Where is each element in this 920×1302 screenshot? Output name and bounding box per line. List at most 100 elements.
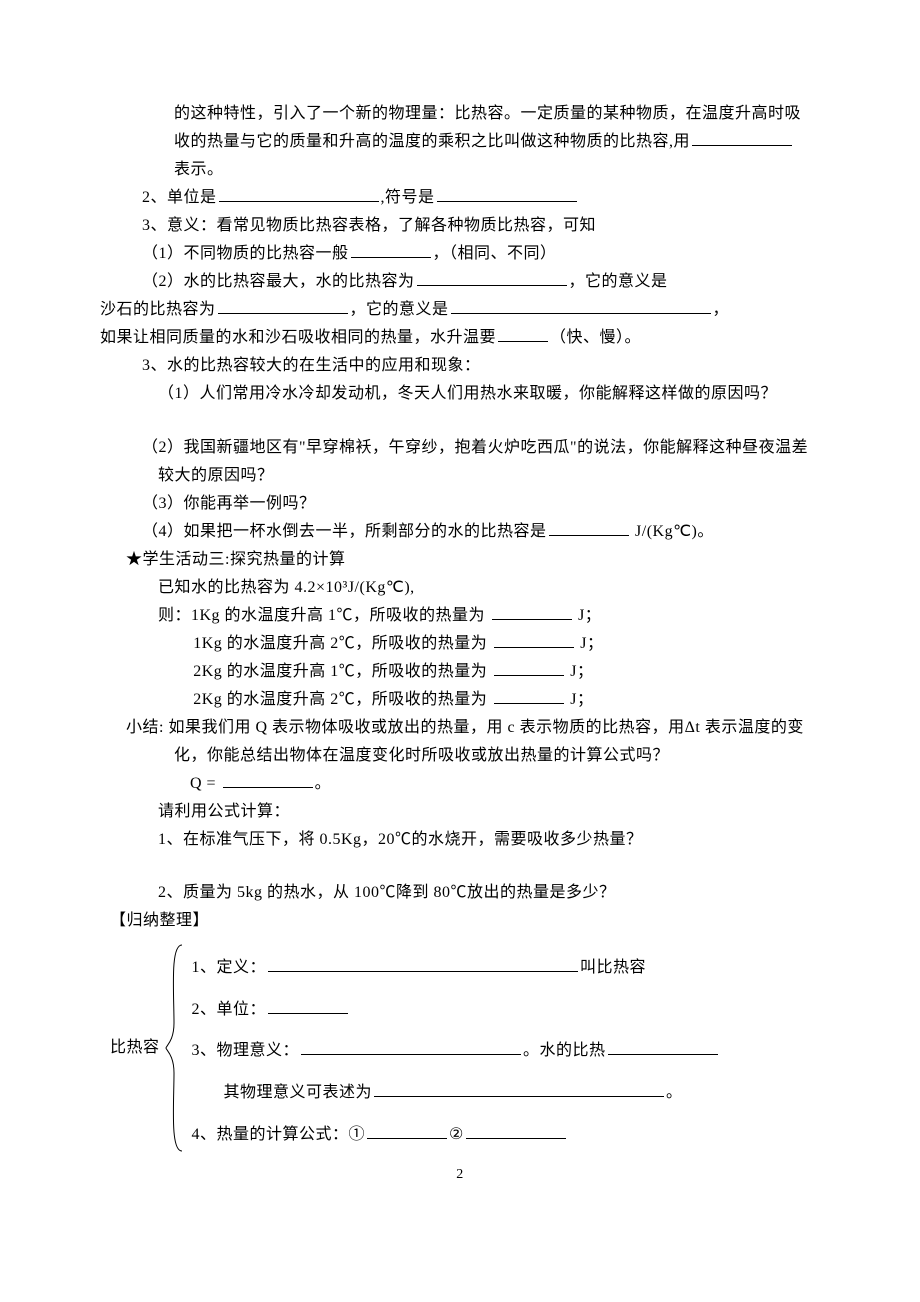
gn-2: 2、单位： <box>192 989 810 1031</box>
text: 沙石的比热容为 <box>100 301 216 318</box>
text: ，它的意义是 <box>569 273 668 290</box>
q2: 1Kg 的水温度升高 2℃，所吸收的热量为 J； <box>110 630 810 658</box>
blank-same-diff[interactable] <box>351 241 431 258</box>
text: 如果让相同质量的水和沙石吸收相同的热量，水升温要 <box>100 329 496 346</box>
calc2: 2、质量为 5kg 的热水，从 100℃降到 80℃放出的热量是多少？ <box>110 879 810 907</box>
blank-water-heat[interactable] <box>608 1038 718 1055</box>
text: J； <box>566 691 594 708</box>
text: 1Kg 的水温度升高 2℃，所吸收的热量为 <box>193 635 492 652</box>
summary-lead: 小结: 如果我们用 Q 表示物体吸收或放出的热量，用 c 表示物质的比热容，用Δ… <box>110 714 810 770</box>
text: 1、在标准气压下，将 0.5Kg，20℃的水烧开，需要吸收多少热量？ <box>158 831 643 848</box>
text: 。 <box>666 1084 683 1101</box>
text: J/(Kg℃)。 <box>631 523 714 540</box>
line-m1: （1）不同物质的比热容一般 ，（相同、不同） <box>110 240 810 268</box>
text: 2 <box>456 1167 464 1182</box>
line-app3: （3）你能再举一例吗？ <box>110 490 810 518</box>
text: 比热容 <box>110 1034 160 1062</box>
text: 2Kg 的水温度升高 2℃，所吸收的热量为 <box>193 691 492 708</box>
para-characteristic: 的这种特性，引入了一个新的物理量：比热容。一定质量的某种物质，在温度升高时吸收的… <box>110 100 810 184</box>
text: （3）你能再举一例吗？ <box>142 495 316 512</box>
blank-def[interactable] <box>268 955 578 972</box>
q4: 2Kg 的水温度升高 2℃，所吸收的热量为 J； <box>110 686 810 714</box>
text: （2）我国新疆地区有"早穿棉袄，午穿纱，抱着火炉吃西瓜"的说法，你能解释这种昼夜… <box>142 439 808 484</box>
text: ， <box>713 301 730 318</box>
text: （快、慢）。 <box>550 329 641 346</box>
blank-q3[interactable] <box>494 659 564 676</box>
calc1: 1、在标准气压下，将 0.5Kg，20℃的水烧开，需要吸收多少热量？ <box>110 826 810 854</box>
line-app2: （2）我国新疆地区有"早穿棉袄，午穿纱，抱着火炉吃西瓜"的说法，你能解释这种昼夜… <box>110 434 810 490</box>
summary-body: 1、定义：叫比热容 2、单位： 3、物理意义：。水的比热 其物理意义可表述为。 … <box>192 943 810 1153</box>
text: J； <box>576 635 604 652</box>
blank-fast-slow[interactable] <box>498 325 548 342</box>
text: 2Kg 的水温度升高 1℃，所吸收的热量为 <box>193 663 492 680</box>
line-app: 3、水的比热容较大的在生活中的应用和现象： <box>110 352 810 380</box>
page-number: 2 <box>110 1163 810 1188</box>
brace-icon <box>164 943 184 1153</box>
line-unit: 2、单位是 ,符号是 <box>110 184 810 212</box>
gn-3: 3、物理意义： 。水的比热 <box>192 1030 810 1072</box>
text: 3、意义：看常见物质比热容表格，了解各种物质比热容，可知 <box>142 217 596 234</box>
text: 2、质量为 5kg 的热水，从 100℃降到 80℃放出的热量是多少？ <box>158 884 616 901</box>
text: 2、单位是 <box>142 189 217 206</box>
blank-half-c[interactable] <box>549 519 629 536</box>
spacer <box>110 408 810 434</box>
text: 1、定义： <box>192 959 267 976</box>
text: ,符号是 <box>381 189 435 206</box>
gn-heading: 【归纳整理】 <box>110 907 810 935</box>
gn-3b: 其物理意义可表述为 。 <box>192 1072 810 1114</box>
text: ② <box>449 1126 464 1143</box>
text: 4、热量的计算公式：① <box>192 1126 366 1143</box>
gn-1: 1、定义： 叫比热容 <box>192 947 810 989</box>
q1: 则：1Kg 的水温度升高 1℃，所吸收的热量为 J； <box>110 602 810 630</box>
blank-formula2[interactable] <box>466 1122 566 1139</box>
q3: 2Kg 的水温度升高 1℃，所吸收的热量为 J； <box>110 658 810 686</box>
blank-sand-c[interactable] <box>218 297 348 314</box>
gn-4: 4、热量的计算公式：① ② <box>192 1114 810 1156</box>
blank-q4[interactable] <box>494 687 564 704</box>
summary-block: 比热容 1、定义： 叫比热容 2、单位： 3、物理意义： 。水的比热 其物理意义可表… <box>110 943 810 1153</box>
blank-meaning[interactable] <box>301 1038 521 1055</box>
calc-lead: 请利用公式计算： <box>110 798 810 826</box>
blank-water-c[interactable] <box>417 269 567 286</box>
text: Q = <box>190 775 221 792</box>
blank-sand-meaning[interactable] <box>451 297 711 314</box>
blank-q2[interactable] <box>494 631 574 648</box>
text: 3、物理意义： <box>192 1042 300 1059</box>
known: 已知水的比热容为 4.2×10³J/(Kg℃), <box>110 574 810 602</box>
blank-unit[interactable] <box>219 185 379 202</box>
line-m2: （2）水的比热容最大，水的比热容为 ，它的意义是 <box>110 268 810 296</box>
line-app1: （1）人们常用冷水冷却发动机，冬天人们用热水来取暖，你能解释这样做的原因吗？ <box>126 380 810 408</box>
text: （4）如果把一杯水倒去一半，所剩部分的水的比热容是 <box>142 523 547 540</box>
line-app4: （4）如果把一杯水倒去一半，所剩部分的水的比热容是 J/(Kg℃)。 <box>110 518 810 546</box>
text: 小结: 如果我们用 Q 表示物体吸收或放出的热量，用 c 表示物质的比热容，用Δ… <box>126 719 804 764</box>
q-formula: Q = 。 <box>110 770 810 798</box>
text: J； <box>574 607 602 624</box>
text: J； <box>566 663 594 680</box>
text: 请利用公式计算： <box>158 803 290 820</box>
blank-q1[interactable] <box>492 603 572 620</box>
summary-label: 比热容 <box>110 943 164 1153</box>
line-meaning: 3、意义：看常见物质比热容表格，了解各种物质比热容，可知 <box>110 212 810 240</box>
blank-formula[interactable] <box>223 771 313 788</box>
blank-express[interactable] <box>374 1080 664 1097</box>
blank-formula1[interactable] <box>367 1122 447 1139</box>
blank-symbol[interactable] <box>692 129 792 146</box>
text: 3、水的比热容较大的在生活中的应用和现象： <box>142 357 481 374</box>
activity-3: ★学生活动三:探究热量的计算 <box>110 546 810 574</box>
text: 其物理意义可表述为 <box>224 1084 373 1101</box>
text: （1）不同物质的比热容一般 <box>142 245 349 262</box>
text: 则：1Kg 的水温度升高 1℃，所吸收的热量为 <box>158 607 490 624</box>
blank-unit2[interactable] <box>268 997 348 1014</box>
text: 叫比热容 <box>580 959 646 976</box>
text: 。水的比热 <box>523 1042 606 1059</box>
text: （2）水的比热容最大，水的比热容为 <box>142 273 415 290</box>
line-sand: 沙石的比热容为，它的意义是， <box>100 296 810 324</box>
text: 2、单位： <box>192 1001 267 1018</box>
page-root: 的这种特性，引入了一个新的物理量：比热容。一定质量的某种物质，在温度升高时吸收的… <box>0 0 920 1228</box>
text: 【归纳整理】 <box>110 912 209 929</box>
blank-unit-symbol[interactable] <box>437 185 577 202</box>
text: 已知水的比热容为 4.2×10³J/(Kg℃), <box>158 579 415 596</box>
text: ，（相同、不同） <box>433 245 557 262</box>
text: ★学生活动三:探究热量的计算 <box>126 551 345 568</box>
text: （1）人们常用冷水冷却发动机，冬天人们用热水来取暖，你能解释这样做的原因吗？ <box>158 385 777 402</box>
